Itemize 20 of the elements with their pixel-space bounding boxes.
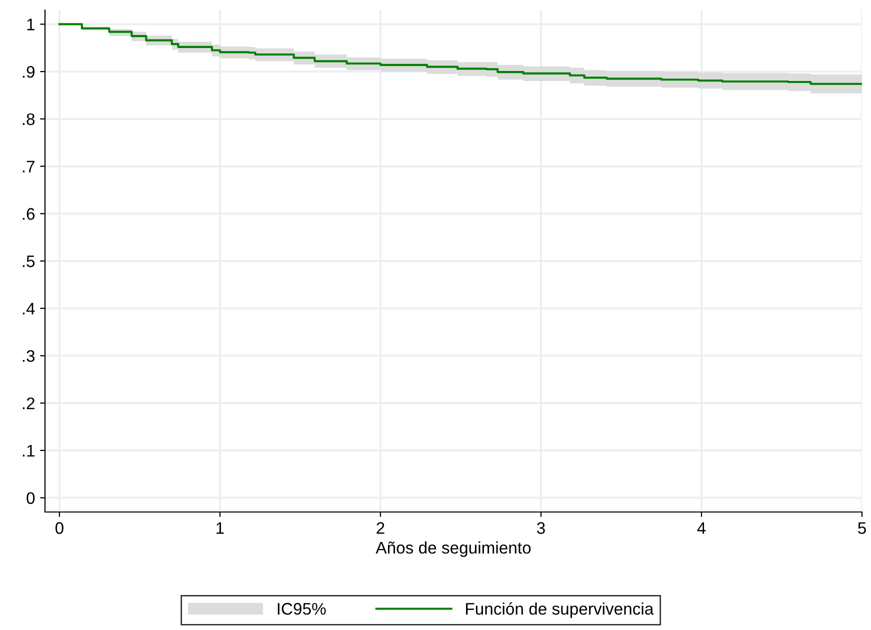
y-tick-label: .8: [22, 113, 35, 126]
text: IC95%: [278, 602, 326, 615]
y-tick-label: .5: [22, 256, 35, 268]
y-tick-label: .1: [22, 445, 34, 456]
y-tick-label: .4: [22, 302, 35, 314]
x-tick-label: 2: [376, 522, 384, 534]
x-tick-label: 3: [536, 522, 545, 534]
x-axis-title: Años de seguimiento: [376, 541, 531, 557]
y-tick-label: .7: [22, 160, 34, 172]
y-tick-label: 0: [26, 492, 35, 504]
y-tick-label: 1: [27, 18, 34, 30]
x-tick-label: 0: [55, 522, 64, 534]
y-tick-label: .6: [22, 208, 35, 220]
legend-label: Función de supervivencia: [466, 602, 654, 618]
y-tick-label: .9: [22, 66, 34, 78]
x-tick-label: 1: [216, 522, 224, 534]
x-tick-label: 4: [697, 522, 706, 534]
x-tick-label: 5: [858, 522, 866, 534]
y-tick-label: .2: [22, 397, 34, 410]
y-tick-label: .3: [22, 350, 35, 362]
